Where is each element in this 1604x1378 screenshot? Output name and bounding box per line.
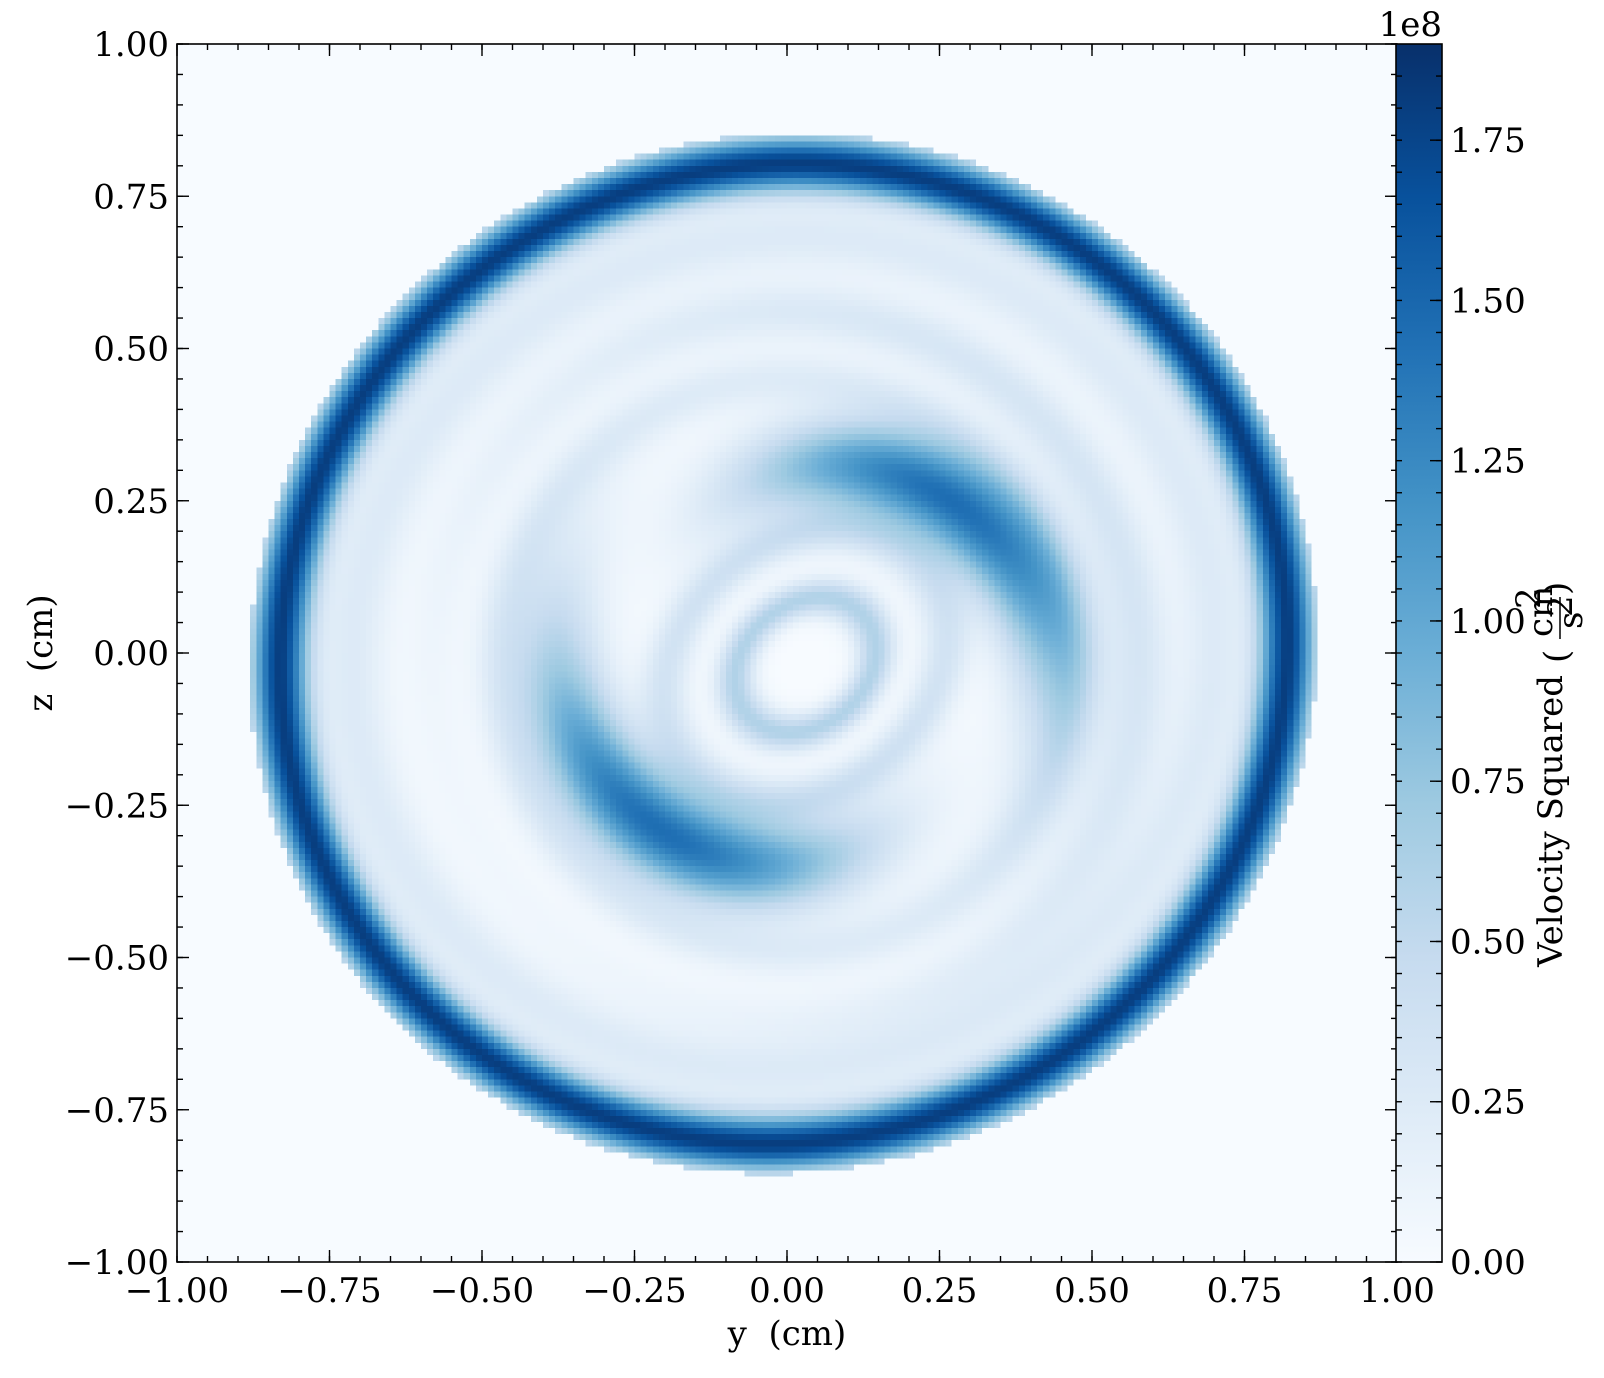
colorbar-tick-label: 0.50	[1450, 922, 1526, 962]
x-tick-label: −1.00	[125, 1271, 229, 1311]
colorbar-unit-denominator: s	[1551, 612, 1591, 629]
colorbar-tick-label: 0.25	[1450, 1083, 1526, 1123]
x-axis-label: y (cm)	[727, 1314, 847, 1354]
x-tick-label: −0.75	[277, 1271, 381, 1311]
x-tick-label: 1.00	[1359, 1271, 1435, 1311]
colorbar: 0.00 0.25 0.50 0.75 1.00 1.25 1.50 1.75 1e8 Vel…	[1379, 5, 1591, 1283]
x-tick-label: 0.50	[1054, 1271, 1130, 1311]
colorbar-tick-label: 0.00	[1450, 1243, 1526, 1283]
y-tick-label: 0.25	[93, 482, 169, 522]
colorbar-offset-text: 1e8	[1379, 5, 1442, 45]
y-axis: −1.00 −0.75 −0.50 −0.25 0.00 0.25 0.50 0.75 1.00	[65, 25, 1397, 1283]
y-tick-label: −1.00	[65, 1243, 169, 1283]
y-tick-label: 1.00	[93, 25, 169, 65]
colorbar-label-group: Velocity Squared ( cm 2 s 2 )	[1509, 582, 1591, 968]
x-tick-label: 0.25	[902, 1271, 978, 1311]
y-tick-label: 0.50	[93, 330, 169, 370]
colorbar-tick-label: 1.00	[1450, 602, 1526, 642]
colorbar-gradient	[1396, 44, 1442, 1262]
colorbar-tick-label: 1.75	[1450, 121, 1526, 161]
colorbar-tick-label: 0.75	[1450, 762, 1526, 802]
y-tick-label: 0.75	[93, 177, 169, 217]
colorbar-unit-numerator: cm	[1521, 586, 1561, 637]
x-tick-label: 0.00	[749, 1271, 825, 1311]
y-tick-label: −0.75	[65, 1091, 169, 1131]
x-tick-label: −0.50	[430, 1271, 534, 1311]
x-tick-label: −0.25	[582, 1271, 686, 1311]
colorbar-unit-numerator-exp: 2	[1509, 587, 1549, 609]
x-tick-label: 0.75	[1207, 1271, 1283, 1311]
colorbar-tick-label: 1.50	[1450, 281, 1526, 321]
y-tick-label: 0.00	[93, 634, 169, 674]
colorbar-label: Velocity Squared	[1531, 675, 1571, 968]
x-axis: −1.00 −0.75 −0.50 −0.25 0.00 0.25 0.50 0.75 1.00	[125, 44, 1435, 1311]
colorbar-unit-close-paren: )	[1537, 582, 1577, 595]
colorbar-unit-open-paren: (	[1537, 650, 1577, 663]
y-tick-label: −0.50	[65, 939, 169, 979]
heatmap-plot-area	[176, 43, 1398, 1263]
y-tick-label: −0.25	[65, 786, 169, 826]
y-axis-label: z (cm)	[21, 594, 61, 711]
colorbar-tick-label: 1.25	[1450, 442, 1526, 482]
colorbar-unit-denominator-exp: 2	[1541, 595, 1581, 617]
